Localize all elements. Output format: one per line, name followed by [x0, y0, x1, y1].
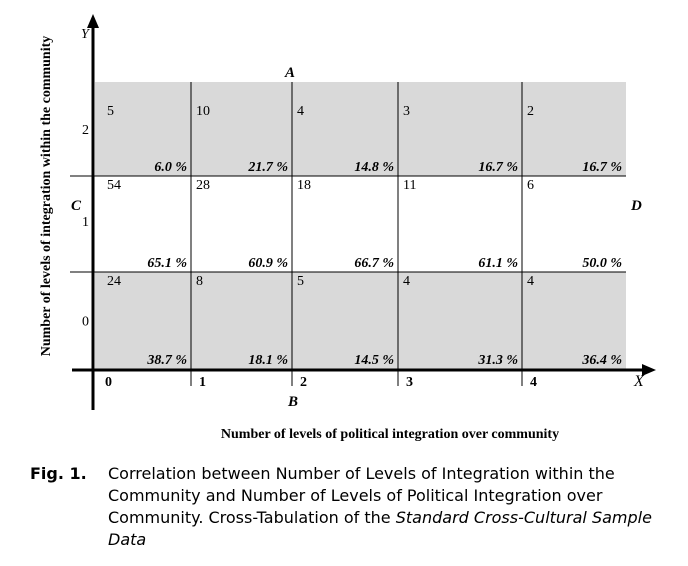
y-tick-label: 0 [82, 315, 89, 330]
cell-percent: 6.0 % [154, 160, 187, 175]
cell-percent: 61.1 % [478, 256, 518, 271]
cell-count: 5 [297, 274, 304, 289]
cell-count: 8 [196, 274, 203, 289]
tick-labels: 2 1 0 0 1 2 3 4 [82, 123, 537, 390]
cell-count: 18 [297, 178, 311, 193]
x-tick-label: 3 [406, 375, 413, 390]
caption-text-italic: Standard Cross-Cultural Sample Data [108, 508, 652, 549]
cell-percent: 14.5 % [354, 353, 394, 368]
cell-count: 54 [107, 178, 121, 193]
cell-count: 4 [527, 274, 534, 289]
x-tick-label: 2 [300, 375, 307, 390]
cell-percent: 16.7 % [478, 160, 518, 175]
cell-count: 28 [196, 178, 210, 193]
cell-count: 5 [107, 104, 114, 119]
cell-percent: 66.7 % [354, 256, 394, 271]
cell-count: 10 [196, 104, 210, 119]
marker-c: C [71, 198, 82, 214]
axes [72, 14, 656, 410]
y-axis-arrow-icon [87, 14, 99, 28]
y-tick-label: 2 [82, 123, 89, 138]
cell-count: 4 [297, 104, 304, 119]
figure-caption: Fig. 1. Correlation between Number of Le… [30, 463, 676, 549]
x-tick-label: 0 [105, 375, 112, 390]
cell-percent: 31.3 % [477, 353, 518, 368]
cell-percent: 14.8 % [354, 160, 394, 175]
shaded-bands [95, 82, 626, 369]
cell-count: 2 [527, 104, 534, 119]
cell-count: 4 [403, 274, 410, 289]
cell-percent: 38.7 % [146, 353, 187, 368]
x-axis-arrow-icon [642, 364, 656, 376]
x-tick-label: 1 [199, 375, 206, 390]
y-axis-letter: Y [81, 27, 91, 42]
x-tick-label: 4 [530, 375, 537, 390]
cell-percent: 21.7 % [247, 160, 288, 175]
shaded-band-row-2 [95, 82, 626, 176]
cell-percent: 18.1 % [248, 353, 288, 368]
cell-percent: 65.1 % [147, 256, 187, 271]
grid-lines [70, 82, 626, 386]
y-tick-label: 1 [82, 215, 89, 230]
x-axis-letter: X [633, 373, 645, 390]
cell-percent: 16.7 % [582, 160, 622, 175]
caption-text-plain: Correlation between Number of Levels of … [108, 464, 615, 527]
cell-percent: 36.4 % [581, 353, 622, 368]
y-axis-label: Number of levels of integration within t… [39, 36, 54, 357]
cell-percent: 60.9 % [248, 256, 288, 271]
shaded-band-row-0 [95, 272, 626, 369]
caption-text: Correlation between Number of Levels of … [108, 463, 676, 551]
x-axis-label: Number of levels of political integratio… [221, 427, 559, 442]
cell-count: 11 [403, 178, 416, 193]
caption-label: Fig. 1. [30, 464, 87, 483]
marker-b: B [287, 394, 298, 410]
marker-d: D [630, 198, 642, 214]
cell-count: 6 [527, 178, 534, 193]
cell-count: 3 [403, 104, 410, 119]
cell-count: 24 [107, 274, 121, 289]
cell-percent: 50.0 % [582, 256, 622, 271]
marker-a: A [284, 65, 295, 81]
